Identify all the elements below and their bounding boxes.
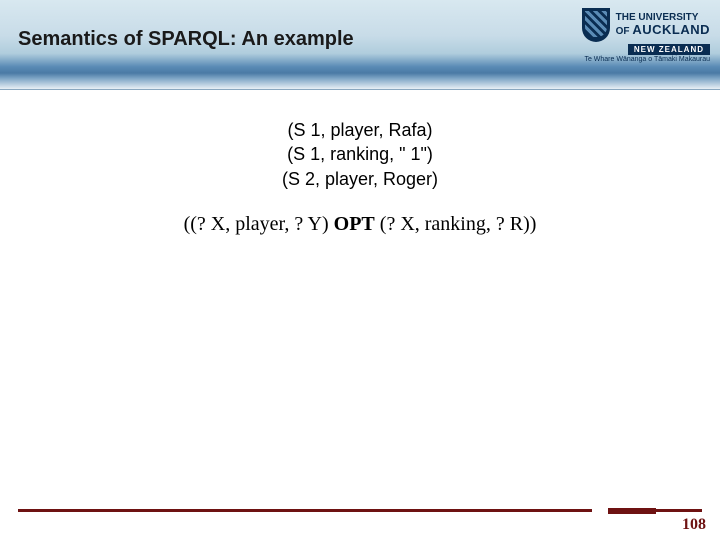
university-text: THE UNIVERSITY OF AUCKLAND bbox=[616, 12, 710, 37]
university-logo: THE UNIVERSITY OF AUCKLAND NEW ZEALAND T… bbox=[540, 8, 710, 68]
header-band: Semantics of SPARQL: An example THE UNIV… bbox=[0, 0, 720, 90]
slide-content: (S 1, player, Rafa) (S 1, ranking, " 1")… bbox=[0, 90, 720, 236]
maori-name: Te Whare Wānanga o Tāmaki Makaurau bbox=[584, 56, 710, 63]
query-left: ((? X, player, ? Y) bbox=[184, 213, 334, 235]
query-right: (? X, ranking, ? R)) bbox=[375, 213, 537, 235]
footer-rule bbox=[18, 509, 702, 512]
triple-1: (S 1, player, Rafa) bbox=[0, 118, 720, 142]
country-bar: NEW ZEALAND bbox=[628, 44, 710, 55]
query-expression: ((? X, player, ? Y) OPT (? X, ranking, ?… bbox=[0, 213, 720, 236]
slide-title: Semantics of SPARQL: An example bbox=[18, 28, 354, 51]
page-number: 108 bbox=[682, 516, 706, 534]
uni-line2: OF AUCKLAND bbox=[616, 23, 710, 37]
uni-line2-prefix: OF bbox=[616, 26, 630, 37]
triple-2: (S 1, ranking, " 1") bbox=[0, 142, 720, 166]
logo-top-row: THE UNIVERSITY OF AUCKLAND bbox=[582, 8, 710, 42]
query-opt-keyword: OPT bbox=[334, 213, 375, 235]
uni-line2-main: AUCKLAND bbox=[632, 22, 710, 37]
footer-accent bbox=[608, 508, 656, 514]
triple-list: (S 1, player, Rafa) (S 1, ranking, " 1")… bbox=[0, 118, 720, 191]
crest-icon bbox=[582, 8, 610, 42]
triple-3: (S 2, player, Roger) bbox=[0, 167, 720, 191]
